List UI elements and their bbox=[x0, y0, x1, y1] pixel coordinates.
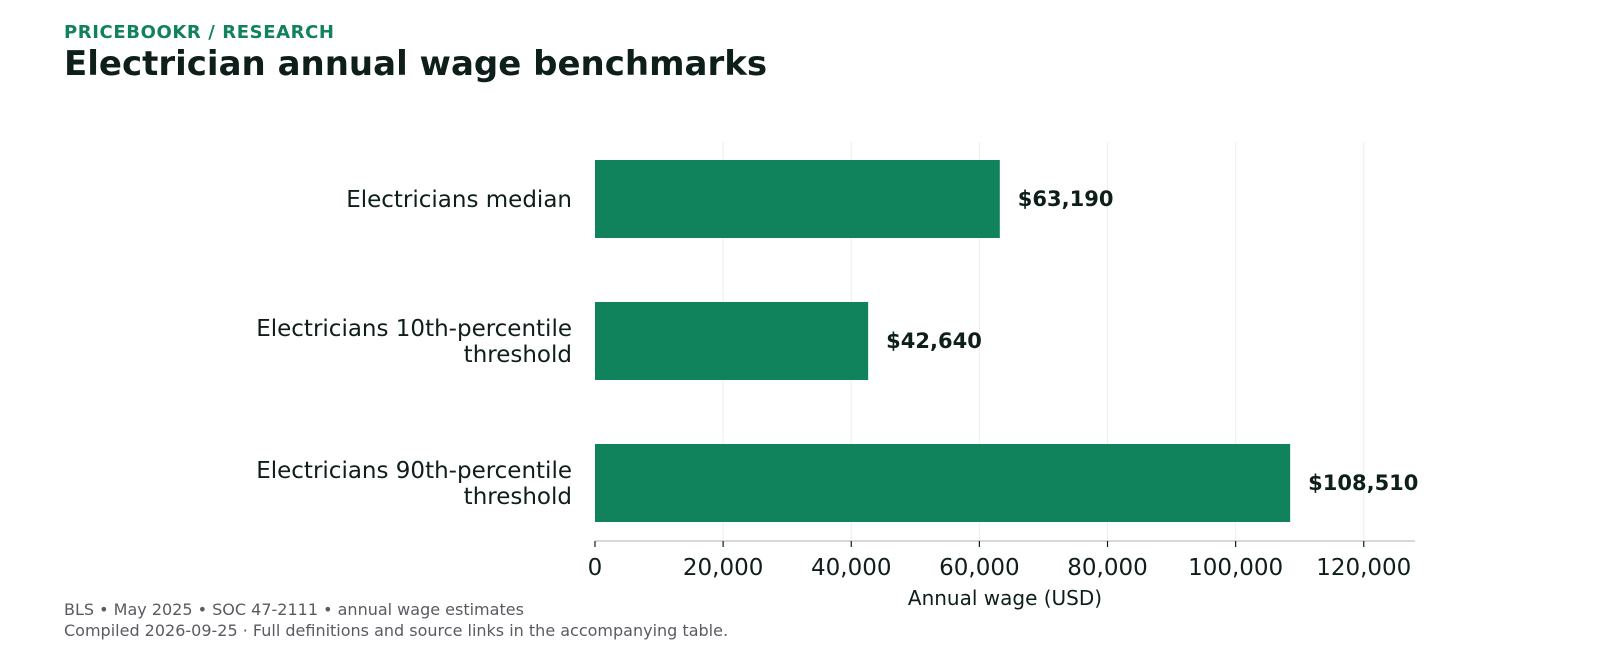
bar bbox=[595, 444, 1291, 522]
eyebrow-label: PRICEBOOKR / RESEARCH bbox=[64, 22, 335, 43]
x-axis-label: Annual wage (USD) bbox=[908, 586, 1102, 610]
x-tick-label: 60,000 bbox=[939, 555, 1019, 581]
x-tick-label: 100,000 bbox=[1188, 555, 1283, 581]
compiled-note: Compiled 2026-09-25 · Full definitions a… bbox=[64, 621, 729, 640]
category-label: Electricians median bbox=[346, 187, 572, 213]
category-label: threshold bbox=[464, 484, 572, 510]
category-label: threshold bbox=[464, 342, 572, 368]
chart-title: Electrician annual wage benchmarks bbox=[64, 44, 768, 84]
x-tick-label: 40,000 bbox=[811, 555, 891, 581]
bar bbox=[595, 302, 869, 380]
category-label: Electricians 90th-percentile bbox=[256, 458, 572, 484]
x-tick-label: 120,000 bbox=[1316, 555, 1411, 581]
bar bbox=[595, 160, 1000, 238]
data-label: $42,640 bbox=[886, 329, 982, 353]
source-note: BLS • May 2025 • SOC 47-2111 • annual wa… bbox=[64, 600, 524, 619]
data-label: $63,190 bbox=[1018, 187, 1114, 211]
x-tick-label: 0 bbox=[588, 555, 603, 581]
x-tick-label: 20,000 bbox=[683, 555, 763, 581]
x-tick-label: 80,000 bbox=[1067, 555, 1147, 581]
data-label: $108,510 bbox=[1308, 471, 1418, 495]
category-label: Electricians 10th-percentile bbox=[256, 316, 572, 342]
